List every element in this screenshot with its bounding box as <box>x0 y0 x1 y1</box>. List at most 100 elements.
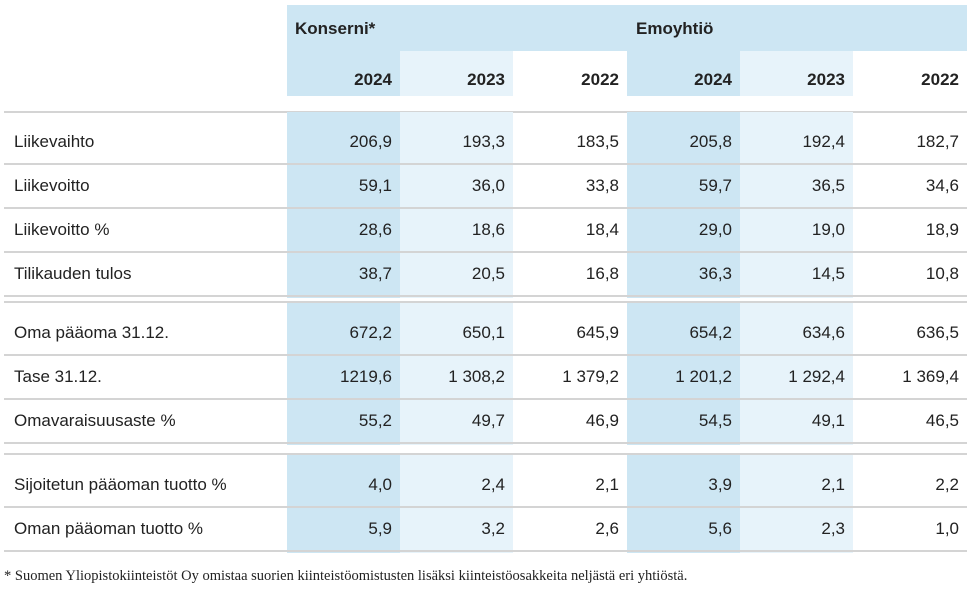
table-cell: 1,0 <box>935 519 959 538</box>
table-cell: 18,9 <box>925 220 959 239</box>
table-cell: 46,9 <box>585 411 619 430</box>
table-cell: 634,6 <box>802 323 845 342</box>
table-cell: 645,9 <box>576 323 619 342</box>
table-cell: 193,3 <box>462 132 505 151</box>
year-header: 2023 <box>807 70 845 89</box>
row-divider <box>4 207 967 209</box>
row-label: Liikevaihto <box>14 132 95 151</box>
group-header-konserni: Konserni* <box>295 19 376 38</box>
section-rule <box>4 301 967 303</box>
table-cell: 3,9 <box>708 475 732 494</box>
year-header: 2024 <box>694 70 732 89</box>
table-cell: 28,6 <box>358 220 392 239</box>
table-cell: 672,2 <box>349 323 392 342</box>
year-header: 2022 <box>921 70 959 89</box>
row-label: Tilikauden tulos <box>14 264 132 283</box>
table-cell: 54,5 <box>698 411 732 430</box>
row-label: Oman pääoman tuotto % <box>14 519 204 538</box>
table-cell: 2,6 <box>595 519 619 538</box>
table-cell: 18,4 <box>585 220 619 239</box>
table-cell: 1 201,2 <box>675 367 732 386</box>
section-rule <box>4 453 967 455</box>
column-shade <box>287 455 400 553</box>
table-cell: 1 292,4 <box>788 367 845 386</box>
table-cell: 46,5 <box>925 411 959 430</box>
column-shade <box>287 112 400 298</box>
table-cell: 5,9 <box>368 519 392 538</box>
table-cell: 55,2 <box>358 411 392 430</box>
table-cell: 29,0 <box>698 220 732 239</box>
group-header-emoyhtio: Emoyhtiö <box>636 19 714 38</box>
table-cell: 59,7 <box>698 176 732 195</box>
table-cell: 49,7 <box>471 411 505 430</box>
table-cell: 650,1 <box>462 323 505 342</box>
table-cell: 2,1 <box>595 475 619 494</box>
header-band-group1 <box>287 5 967 51</box>
row-divider <box>4 251 967 253</box>
footnote: * Suomen Yliopistokiinteistöt Oy omistaa… <box>4 568 688 584</box>
table-cell: 36,0 <box>471 176 505 195</box>
table-cell: 5,6 <box>708 519 732 538</box>
year-cell-bg <box>287 51 400 96</box>
table-cell: 2,1 <box>821 475 845 494</box>
column-shade <box>400 112 513 298</box>
table-cell: 183,5 <box>576 132 619 151</box>
column-shade <box>287 303 400 445</box>
row-label: Oma pääoma 31.12. <box>14 323 169 342</box>
table-cell: 636,5 <box>916 323 959 342</box>
column-shade <box>740 455 853 553</box>
table-cell: 1219,6 <box>340 367 392 386</box>
column-shade <box>627 112 740 298</box>
row-label: Sijoitetun pääoman tuotto % <box>14 475 227 494</box>
table-cell: 34,6 <box>925 176 959 195</box>
column-shade <box>627 303 740 445</box>
column-shade <box>627 455 740 553</box>
table-cell: 38,7 <box>358 264 392 283</box>
year-header: 2022 <box>581 70 619 89</box>
column-shade <box>740 112 853 298</box>
year-cell-bg <box>400 51 513 96</box>
table-cell: 192,4 <box>802 132 845 151</box>
table-cell: 49,1 <box>811 411 845 430</box>
table-cell: 33,8 <box>585 176 619 195</box>
year-header: 2024 <box>354 70 392 89</box>
table-cell: 36,5 <box>811 176 845 195</box>
table-cell: 205,8 <box>689 132 732 151</box>
table-cell: 20,5 <box>471 264 505 283</box>
row-divider <box>4 550 967 552</box>
table-cell: 18,6 <box>471 220 505 239</box>
table-cell: 19,0 <box>811 220 845 239</box>
table-cell: 2,2 <box>935 475 959 494</box>
table-cell: 1 379,2 <box>562 367 619 386</box>
year-cell-bg <box>740 51 853 96</box>
column-shade <box>400 455 513 553</box>
table-cell: 182,7 <box>916 132 959 151</box>
row-label: Liikevoitto % <box>14 220 110 239</box>
row-divider <box>4 442 967 444</box>
table-cell: 2,3 <box>821 519 845 538</box>
year-cell-bg <box>627 51 740 96</box>
table-cell: 206,9 <box>349 132 392 151</box>
table-cell: 3,2 <box>481 519 505 538</box>
table-cell: 654,2 <box>689 323 732 342</box>
row-label: Tase 31.12. <box>14 367 102 386</box>
row-divider <box>4 163 967 165</box>
table-cell: 1 369,4 <box>902 367 959 386</box>
table-cell: 4,0 <box>368 475 392 494</box>
row-divider <box>4 295 967 297</box>
column-shade <box>740 303 853 445</box>
year-header: 2023 <box>467 70 505 89</box>
table-cell: 14,5 <box>811 264 845 283</box>
row-divider <box>4 398 967 400</box>
row-label: Omavaraisuusaste % <box>14 411 176 430</box>
column-shade <box>400 303 513 445</box>
table-cell: 16,8 <box>585 264 619 283</box>
row-label: Liikevoitto <box>14 176 90 195</box>
row-divider <box>4 506 967 508</box>
table-cell: 1 308,2 <box>448 367 505 386</box>
row-divider <box>4 354 967 356</box>
table-cell: 10,8 <box>925 264 959 283</box>
table-cell: 59,1 <box>358 176 392 195</box>
table-cell: 2,4 <box>481 475 505 494</box>
table-cell: 36,3 <box>698 264 732 283</box>
